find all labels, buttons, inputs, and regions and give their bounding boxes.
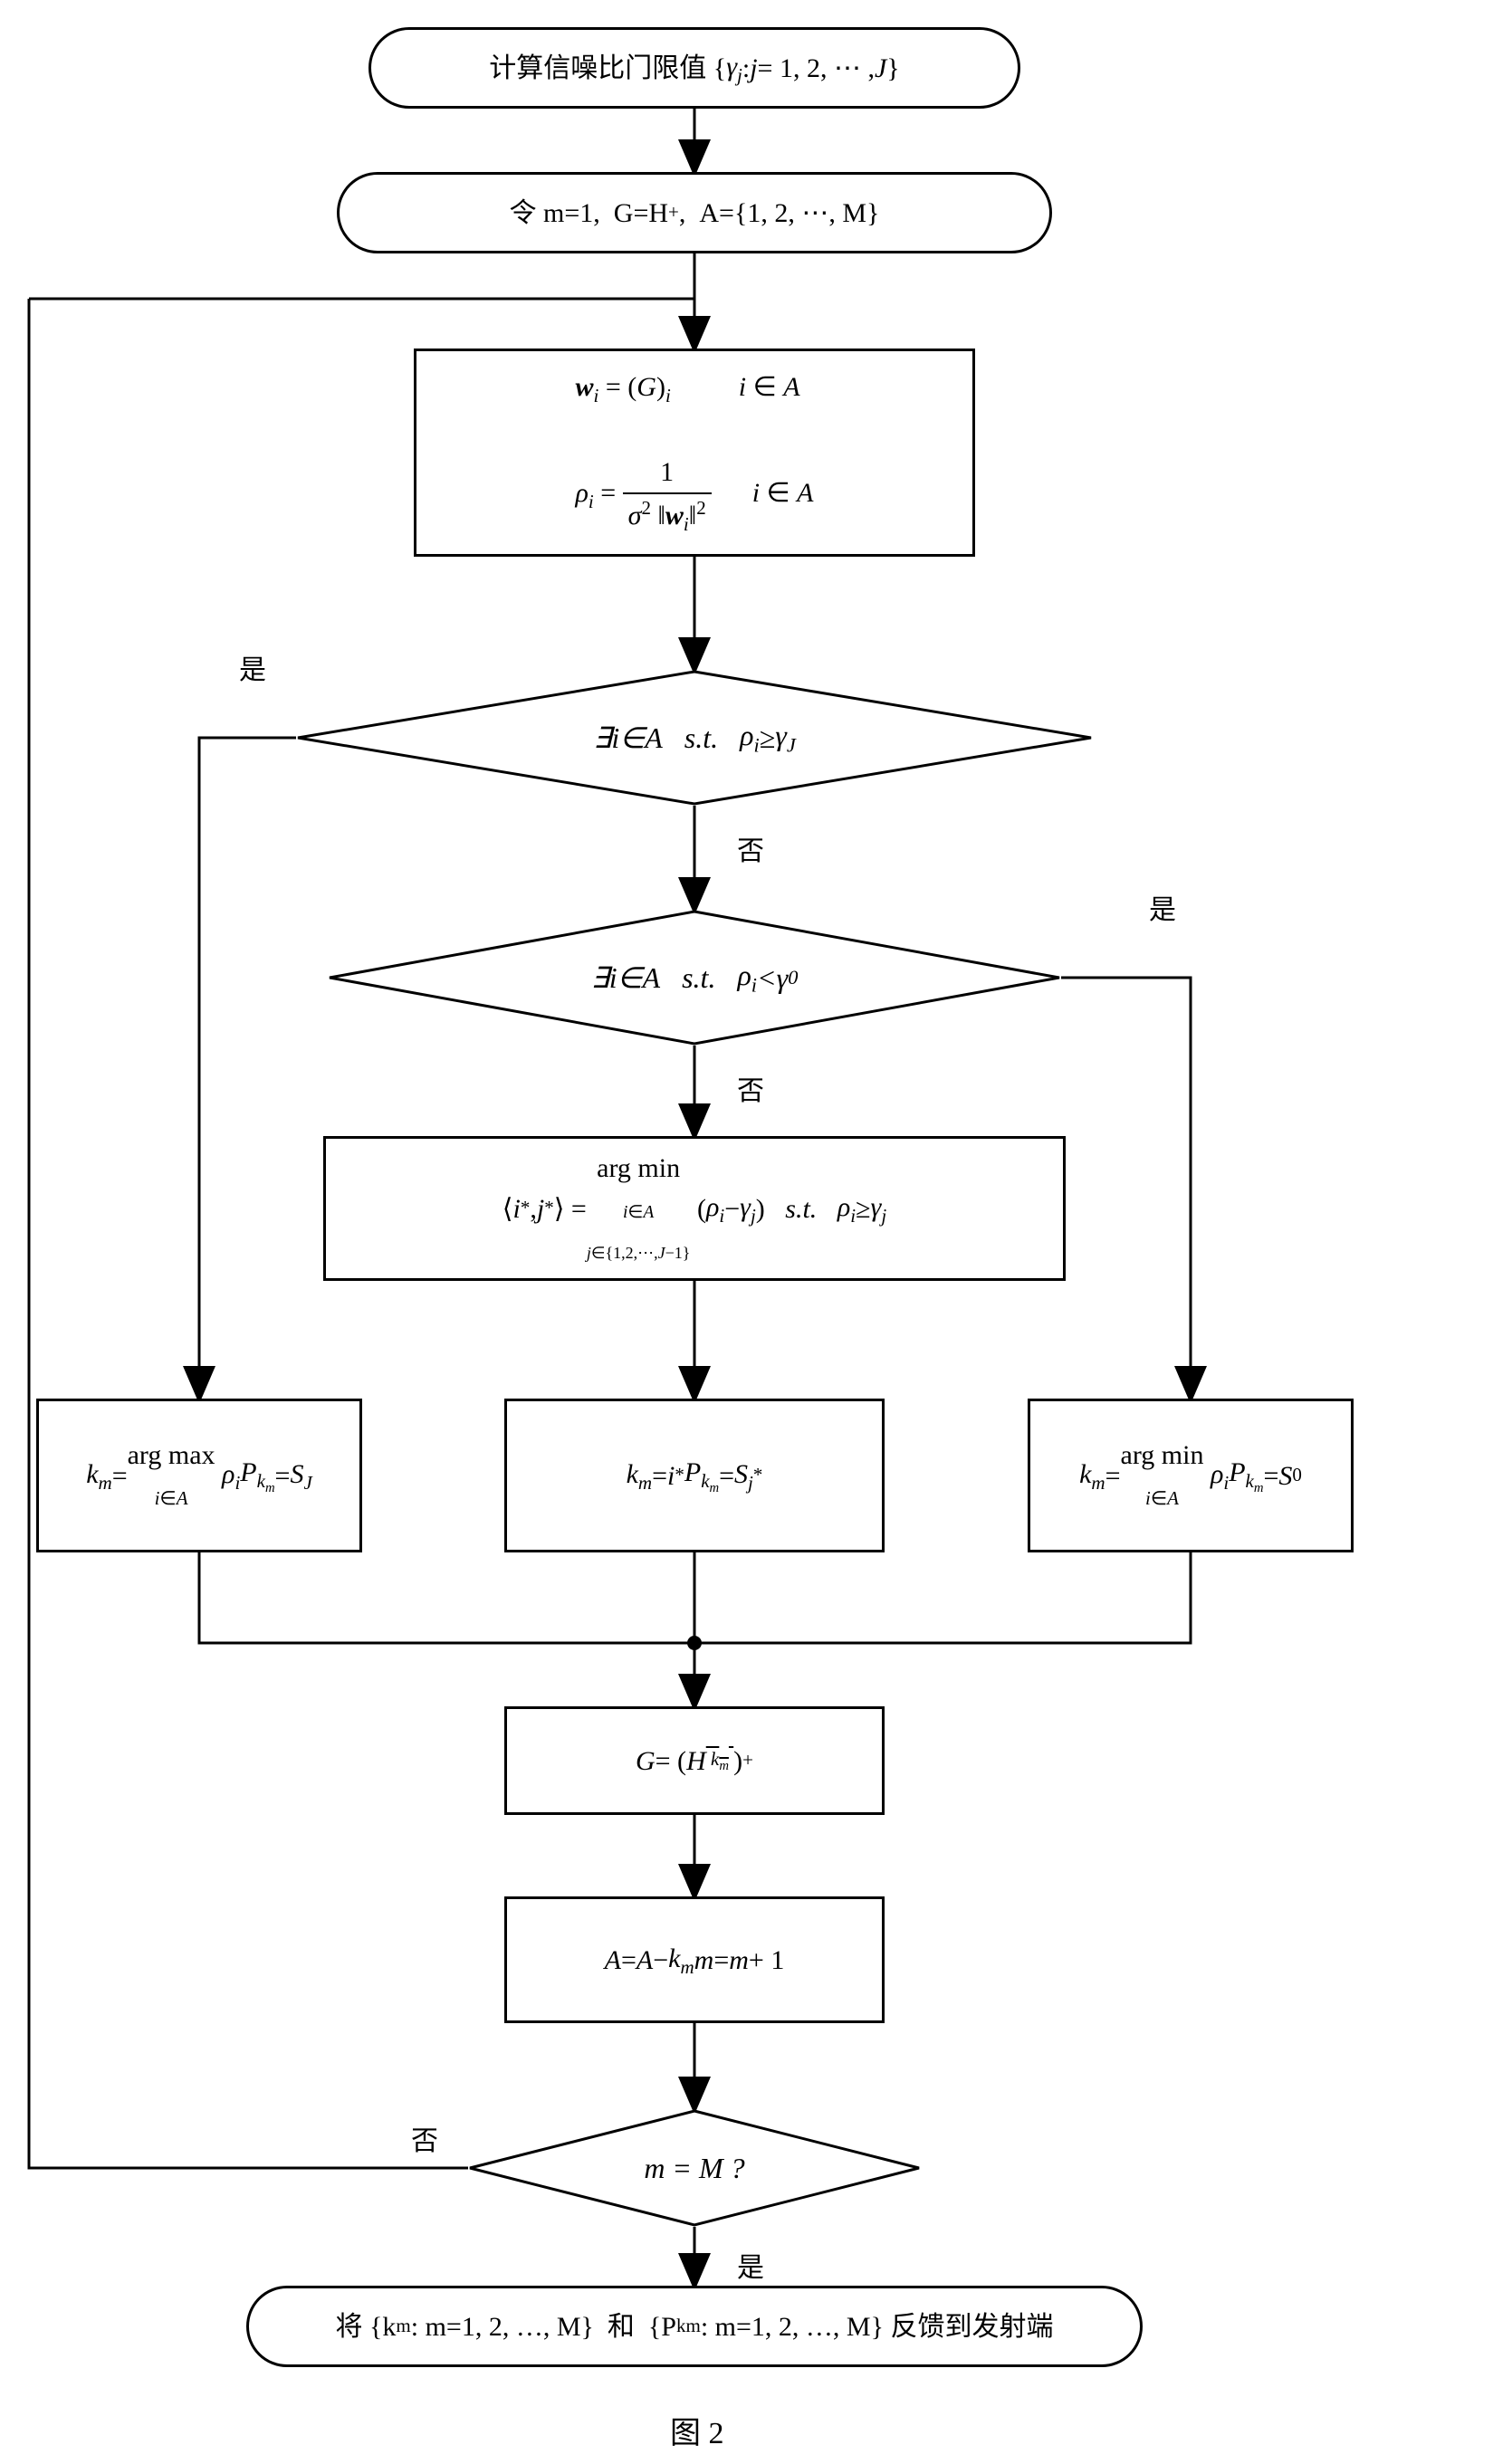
figure-caption: 图 2 (670, 2408, 724, 2452)
terminal-n8: 将 {km : m=1, 2, …, M} 和 {Pkm : m=1, 2, …… (246, 2286, 1143, 2367)
process-n5c: km = arg mini∈A ρiPkm = S0 (1028, 1399, 1354, 1552)
edge-label: 是 (733, 2245, 768, 2285)
edge-label: 否 (407, 2118, 442, 2158)
decision-label: ∃ i ∈ A s.t. ρi ≥ γJ (296, 670, 1093, 806)
decision-d2: ∃ i ∈ A s.t. ρi < γ0 (328, 910, 1061, 1046)
edge-label: 是 (235, 647, 270, 687)
terminal-n1: 计算信噪比门限值 { γj : j = 1, 2, ⋯ , J } (368, 27, 1020, 109)
process-n3: wi = (G)i i ∈ Aρi = 1σ2 ‖wi‖2 i ∈ A (414, 349, 975, 557)
decision-d1: ∃ i ∈ A s.t. ρi ≥ γJ (296, 670, 1093, 806)
process-n6: G = (H km )+ (504, 1706, 885, 1815)
process-n4: ⟨i*, j*⟩ = arg mini∈Aj∈{1,2,⋯,J−1} (ρi −… (323, 1136, 1066, 1281)
terminal-n2: 令 m=1, G=H+, A={1, 2, ⋯, M} (337, 172, 1052, 253)
process-n5b: km = i*Pkm = Sj* (504, 1399, 885, 1552)
process-n5a: km = arg maxi∈A ρiPkm = SJ (36, 1399, 362, 1552)
edge-label: 否 (733, 828, 768, 868)
process-n7: A = A − kmm = m + 1 (504, 1896, 885, 2023)
decision-label: m = M ? (468, 2109, 921, 2227)
decision-label: ∃ i ∈ A s.t. ρi < γ0 (328, 910, 1061, 1046)
edge-label: 否 (733, 1068, 768, 1108)
edge-label: 是 (1145, 887, 1180, 927)
decision-d3: m = M ? (468, 2109, 921, 2227)
